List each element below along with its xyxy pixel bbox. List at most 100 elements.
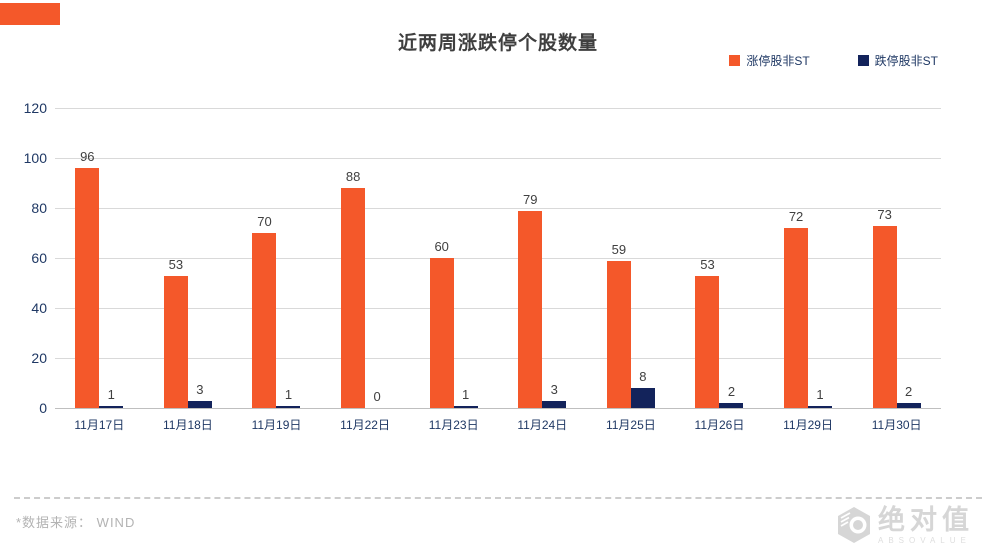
bar-group: 60 1: [409, 108, 498, 408]
legend-swatch-icon: [729, 55, 741, 66]
bar-column: 59: [606, 108, 631, 408]
y-axis-tick-label: 20: [31, 350, 47, 366]
bar-group: 72 1: [764, 108, 853, 408]
x-axis-tick-label: 11月23日: [428, 418, 479, 432]
gridline: [55, 107, 941, 109]
brand-logo-icon: [838, 507, 870, 543]
bar: [252, 233, 277, 408]
bar: [187, 400, 212, 408]
bar-group: 53 2: [675, 108, 764, 408]
y-axis-tick-label: 80: [31, 200, 47, 216]
y-axis-tick-label: 0: [39, 400, 47, 416]
value-label: 1: [462, 386, 470, 402]
value-label: 53: [168, 256, 184, 272]
value-label: 3: [196, 381, 204, 397]
value-label: 2: [905, 384, 913, 399]
legend-label: 跌停股非ST: [874, 54, 938, 68]
y-axis-tick-label: 100: [23, 150, 47, 166]
legend: 涨停股非ST 跌停股非ST: [729, 52, 938, 69]
bar-column: 1: [276, 108, 301, 408]
value-label: 1: [284, 386, 293, 402]
value-label: 60: [434, 239, 449, 254]
chart-title: 近两周涨跌停个股数量: [397, 33, 598, 54]
value-label: 79: [523, 191, 538, 207]
bar-column: 3: [542, 108, 567, 408]
value-label: 73: [877, 206, 892, 222]
value-label: 72: [788, 209, 804, 224]
gridline: [55, 257, 941, 259]
bar-group: 96 1: [55, 108, 144, 408]
bar-column: 1: [453, 108, 478, 408]
bar: [518, 210, 543, 408]
x-axis-tick-label: 11月29日: [783, 418, 833, 432]
x-axis-line: [55, 407, 941, 409]
bar-column: 88: [341, 108, 366, 408]
value-label: 1: [107, 386, 115, 402]
bar: [163, 275, 188, 408]
bar: [453, 405, 478, 408]
bar-group: 53 3: [144, 108, 233, 408]
bar-column: 2: [719, 108, 744, 408]
value-label: 2: [727, 384, 736, 399]
bar-column: 8: [630, 108, 655, 408]
value-label: 1: [816, 386, 824, 402]
bar: [606, 260, 631, 408]
x-axis-tick-label: 11月24日: [517, 418, 568, 432]
bar-group: 88 0: [321, 108, 410, 408]
footer-divider: [14, 497, 982, 499]
x-axis: 11月17日 11月18日 11月19日 11月22日 11月23日 11月24日 11月2…: [55, 416, 941, 433]
bar-chart: 0 20 40 60 80 100 120 96 1 53 3 70 1 88 0 60 1 79 3 59 8 53 2…: [0, 100, 996, 440]
bar-group: 79 3: [498, 108, 587, 408]
plot-area: 96 1 53 3 70 1 88 0 60 1 79 3 59 8 53 2 72 1 73 2: [55, 107, 941, 409]
bar: [896, 403, 921, 408]
y-axis-tick-label: 120: [23, 100, 47, 116]
x-axis-tick-label: 11月30日: [871, 418, 922, 432]
brand-logo: 绝对值 ABSOVALUE: [835, 505, 974, 545]
x-axis-tick-label: 11月18日: [162, 418, 213, 432]
bar: [695, 275, 720, 408]
bar-column: 60: [429, 108, 454, 408]
brand-name-cn: 绝对值: [878, 505, 974, 535]
gridline: [55, 357, 941, 359]
bar: [429, 258, 454, 408]
bar: [719, 403, 744, 408]
value-label: 0: [373, 389, 381, 404]
brand-name-en: ABSOVALUE: [878, 536, 971, 545]
bar-column: 1: [99, 108, 124, 408]
bar: [276, 405, 301, 408]
bar-column: 70: [252, 108, 277, 408]
bar-group: 73 2: [852, 108, 941, 408]
x-axis-tick-label: 11月25日: [605, 418, 656, 432]
bar: [630, 388, 655, 408]
gridline: [55, 307, 941, 309]
bar-group: 70 1: [232, 108, 321, 408]
bar: [784, 228, 809, 408]
value-label: 3: [550, 381, 558, 397]
bar-column: 1: [808, 108, 833, 408]
brand-logo-text: 绝对值 ABSOVALUE: [878, 505, 974, 545]
value-label: 59: [611, 241, 627, 257]
value-label: 88: [345, 169, 361, 184]
bar-column: 79: [518, 108, 543, 408]
corner-accent-block: [0, 3, 60, 25]
value-label: 8: [639, 369, 647, 384]
y-axis: 0 20 40 60 80 100 120: [0, 100, 47, 416]
gridline: [55, 157, 941, 159]
y-axis-tick-label: 40: [31, 300, 47, 316]
bar-groups: 96 1 53 3 70 1 88 0 60 1 79 3 59 8 53 2 72 1 73 2: [55, 108, 941, 408]
y-axis-tick-label: 60: [31, 250, 47, 266]
bar: [75, 168, 100, 408]
source-note: *数据来源： WIND: [16, 515, 136, 530]
bar-column: 53: [695, 108, 720, 408]
value-label: 53: [700, 256, 715, 272]
legend-swatch-icon: [857, 55, 869, 66]
gridline: [55, 207, 941, 209]
x-axis-tick-label: 11月22日: [340, 418, 390, 432]
bar: [341, 188, 366, 408]
bar-column: 3: [187, 108, 212, 408]
x-axis-tick-label: 11月26日: [694, 418, 745, 432]
x-axis-tick-label: 11月19日: [251, 418, 302, 432]
bar: [99, 405, 124, 408]
bar: [542, 400, 567, 408]
bar-column: 0: [365, 108, 389, 408]
